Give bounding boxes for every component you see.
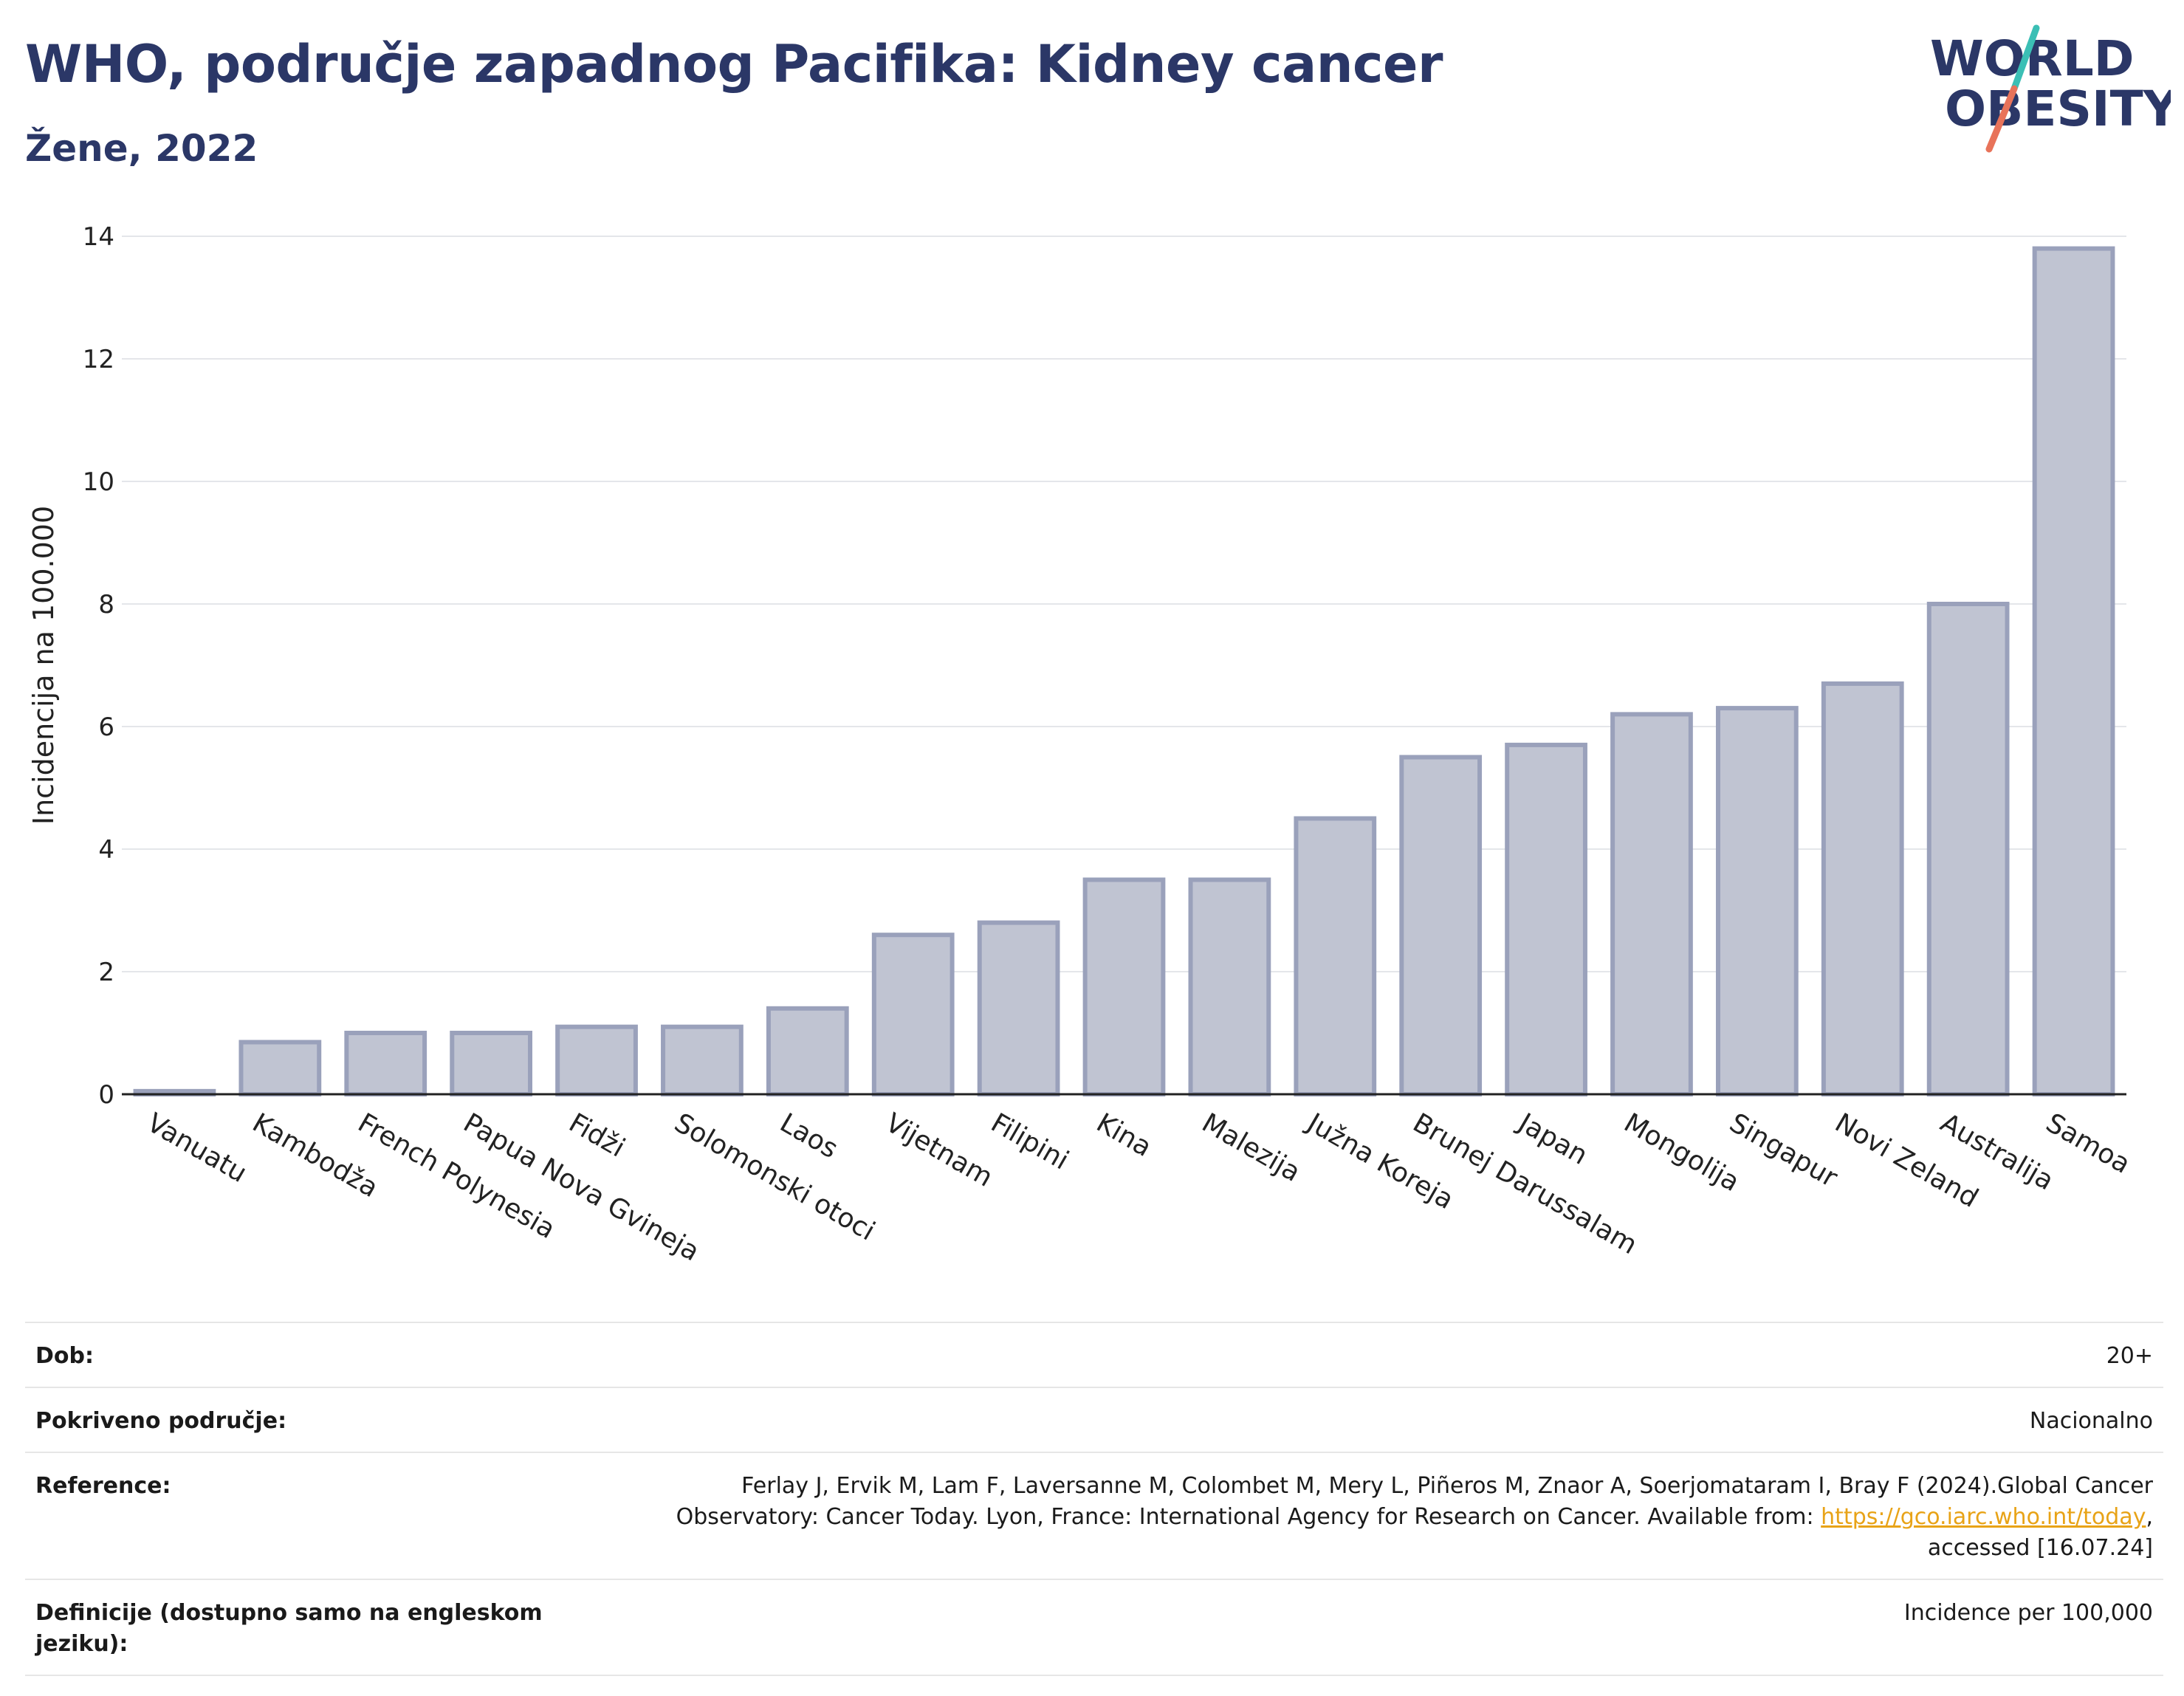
- reference-accessed: , accessed [16.07.24]: [1927, 1504, 2153, 1561]
- x-tick-label: Filipini: [986, 1108, 1074, 1175]
- chart-title: WHO, područje zapadnog Pacifika: Kidney …: [25, 34, 1443, 95]
- x-tick-label: Japan: [1512, 1107, 1593, 1171]
- info-label-age: Dob:: [35, 1343, 94, 1369]
- info-row-coverage: Pokriveno područje: Nacionalno: [25, 1388, 2163, 1453]
- bar: [238, 1040, 322, 1096]
- info-value-definitions: Incidence per 100,000: [1903, 1600, 2153, 1626]
- bar: [2032, 246, 2115, 1097]
- bar: [1188, 877, 1271, 1096]
- x-tick-label: Vanuatu: [142, 1108, 252, 1189]
- bars: [133, 246, 2115, 1097]
- bar: [977, 920, 1060, 1096]
- info-label-coverage: Pokriveno područje:: [35, 1408, 287, 1434]
- logo-slash-red: [1985, 85, 2018, 153]
- info-value-coverage: Nacionalno: [2029, 1408, 2153, 1434]
- bar: [766, 1006, 849, 1097]
- bar: [1715, 706, 1799, 1096]
- bar: [1294, 816, 1377, 1096]
- bar: [450, 1031, 533, 1096]
- world-obesity-logo[interactable]: WORLD OBESITY: [1927, 22, 2171, 155]
- y-axis-label: Incidencija na 100.000: [27, 506, 60, 825]
- info-value-reference: Ferlay J, Ervik M, Lam F, Laversanne M, …: [617, 1471, 2153, 1564]
- y-tick-labels: 0 2 4 6 8 10 12 14: [83, 222, 114, 1110]
- info-label-definitions: Definicije (dostupno samo na engleskom j…: [35, 1600, 543, 1657]
- bar: [344, 1031, 427, 1096]
- y-tick-label: 10: [83, 467, 114, 497]
- bar: [871, 933, 955, 1096]
- y-tick-label: 4: [98, 835, 114, 865]
- x-tick-label: Vijetnam: [880, 1108, 997, 1193]
- x-tick-label: Malezija: [1197, 1108, 1305, 1188]
- bar: [661, 1024, 744, 1096]
- info-row-reference: Reference: Ferlay J, Ervik M, Lam F, Lav…: [25, 1453, 2163, 1580]
- bar: [1610, 712, 1693, 1096]
- chart-subtitle: Žene, 2022: [25, 127, 258, 170]
- x-tick-label: French Polynesia: [353, 1108, 560, 1245]
- reference-link[interactable]: https://gco.iarc.who.int/today: [1821, 1504, 2146, 1530]
- info-row-definitions: Definicije (dostupno samo na engleskom j…: [25, 1580, 2163, 1676]
- bar: [555, 1024, 638, 1096]
- bar: [1082, 877, 1166, 1096]
- y-tick-label: 8: [98, 590, 114, 619]
- x-tick-label: Laos: [775, 1108, 842, 1164]
- info-label-reference: Reference:: [35, 1473, 171, 1499]
- logo-text-obesity: OBESITY: [1945, 80, 2171, 137]
- y-tick-label: 2: [98, 958, 114, 987]
- y-tick-label: 6: [98, 713, 114, 742]
- info-value-age: 20+: [2106, 1343, 2153, 1369]
- x-tick-label: Solomonski otoci: [669, 1108, 879, 1246]
- reference-text: Ferlay J, Ervik M, Lam F, Laversanne M, …: [676, 1473, 2153, 1530]
- bar: [1821, 681, 1904, 1096]
- y-tick-label: 12: [83, 345, 114, 374]
- bar: [1926, 602, 2010, 1096]
- x-tick-label: Fidži: [564, 1108, 631, 1163]
- bar: [1505, 742, 1587, 1097]
- y-tick-label: 14: [83, 222, 114, 252]
- logo-slash-teal: [2010, 24, 2040, 92]
- x-tick-label: Kina: [1091, 1108, 1156, 1163]
- info-table: Dob: 20+ Pokriveno područje: Nacionalno …: [25, 1322, 2163, 1676]
- x-tick-label: Singapur: [1724, 1108, 1842, 1193]
- info-row-age: Dob: 20+: [25, 1323, 2163, 1388]
- x-tick-label: Mongolija: [1618, 1108, 1744, 1198]
- y-tick-label: 0: [98, 1080, 114, 1110]
- bar: [1399, 755, 1483, 1096]
